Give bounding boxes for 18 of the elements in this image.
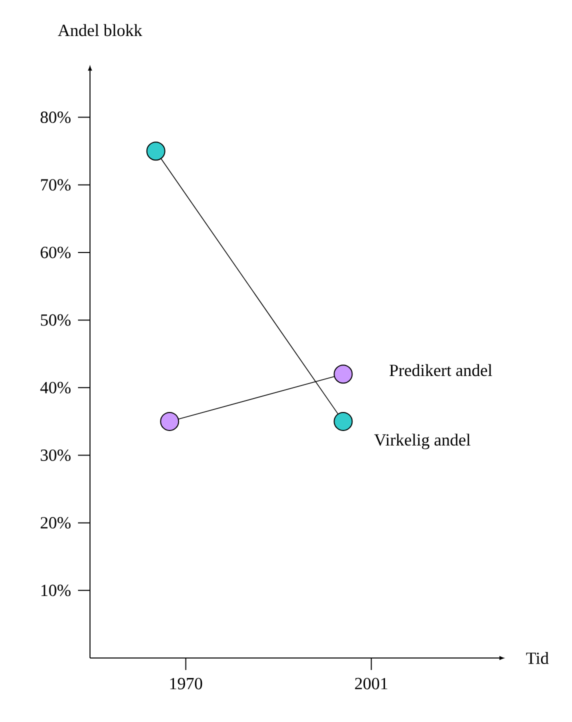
point (334, 364, 353, 384)
y-tick-label: 50% (40, 314, 71, 326)
point (160, 412, 180, 431)
x-tick-label: 1970 (170, 678, 202, 690)
text: Predikert andel (390, 364, 492, 376)
y-tick-label: 10% (41, 584, 71, 596)
y-tick-label: 30% (40, 449, 71, 461)
y-tick-label: 70% (41, 179, 71, 191)
y-tick-label: 80% (40, 112, 71, 124)
y-tick-label: 20% (40, 517, 71, 529)
point (146, 142, 166, 161)
y-tick-label: 60% (40, 246, 71, 258)
x-axis-title: Tid (526, 652, 549, 664)
x-tick-label: 2001 (355, 678, 388, 690)
point (334, 412, 353, 431)
y-axis-title: Andel blokk (58, 24, 142, 36)
y-tick-label: 40% (40, 382, 71, 394)
series-label: Virkelig andel (374, 434, 470, 450)
